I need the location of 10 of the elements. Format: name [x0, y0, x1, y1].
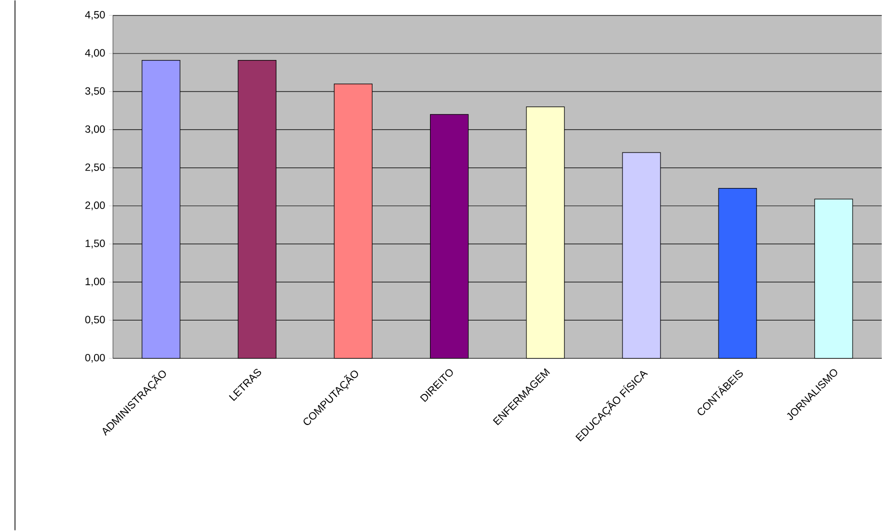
y-tick-label: 4,00	[85, 49, 105, 58]
y-tick-label: 0,00	[85, 354, 105, 363]
y-tick-label: 1,00	[86, 278, 105, 287]
y-tick-label: 0,50	[85, 316, 105, 325]
y-tick-label: 1,50	[86, 240, 105, 249]
y-tick-label: 2,00	[85, 202, 105, 210]
y-tick-label: 3,50	[85, 87, 105, 96]
y-tick-label: 3,00	[85, 126, 105, 134]
y-tick-label: 2,50	[85, 164, 105, 172]
y-tick-label: 4,50	[85, 11, 105, 20]
